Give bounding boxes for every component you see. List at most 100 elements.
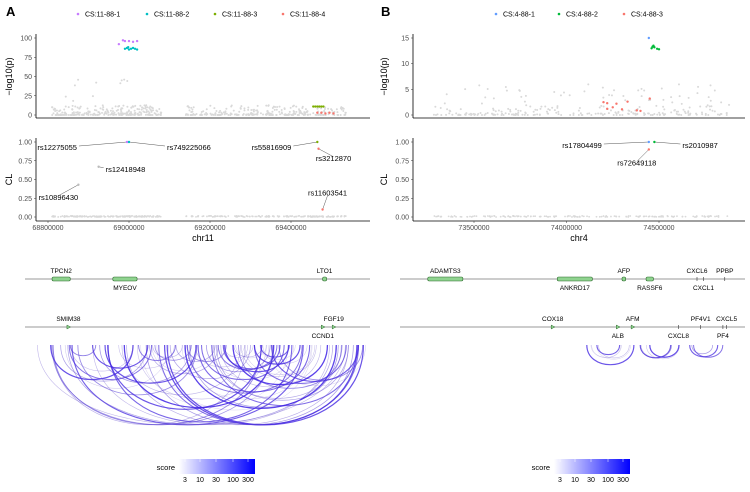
snp-point [525,216,528,218]
snp-point [586,215,588,218]
snp-point [512,113,515,116]
snp-point [326,215,329,218]
snp-point [125,140,129,144]
snp-point [642,215,645,218]
y-tick-label: 0 [405,113,409,120]
y-tick-label: 75 [24,55,32,62]
snp-point [291,105,294,108]
snp-point [662,216,664,218]
snp-point [648,215,651,218]
credible-set-point [117,42,121,46]
snp-point [148,112,151,115]
snp-point [278,105,281,108]
snp-point [627,112,630,115]
snp-point [637,89,640,92]
snp-point [52,112,55,115]
snp-point [666,215,669,217]
snp-point [259,112,262,115]
snp-point [560,113,563,116]
snp-point [68,215,70,218]
snp-point [67,113,70,116]
snp-point [220,111,223,114]
snp-point [256,104,259,107]
credible-set-point [135,48,139,51]
interaction-arc [121,344,241,395]
snp-point [479,112,482,115]
snp-point [121,215,124,217]
snp-point [255,215,258,218]
x-tick-label: 69200000 [194,225,225,232]
snp-point [566,215,569,218]
snp-point [486,112,489,115]
snp-point [301,105,304,108]
snp-point [576,215,578,218]
snp-point [217,113,220,116]
credible-set-point [615,102,618,105]
snp-point [77,78,80,81]
snp-point [97,165,100,168]
snp-point [469,215,471,218]
snp-point [128,215,131,218]
gene-label: MYEOV [113,285,137,292]
snp-point [579,112,582,115]
snp-point [107,113,110,116]
snp-point [684,215,687,218]
snp-point [588,215,591,218]
snp-point [687,96,690,99]
gene-label: AFP [618,268,631,275]
snp-point [588,112,591,115]
snp-point [76,106,79,109]
snp-point [218,215,221,218]
snp-point [608,94,611,97]
snp-point [317,113,320,116]
snp-label: rs749225066 [167,143,211,152]
y-tick-label: 0.25 [395,196,409,203]
snp-point [89,113,92,116]
snp-point [185,113,188,116]
snp-point [568,94,571,97]
snp-point [234,215,236,217]
snp-point [209,104,212,107]
snp-point [553,109,556,112]
snp-point [117,108,120,111]
snp-point [435,215,438,218]
snp-point [280,108,283,111]
snp-point [725,113,728,116]
snp-point [612,113,615,116]
snp-point [258,215,261,218]
snp-point [710,105,713,108]
gene-strand-arrow-icon [630,324,636,330]
gene-body [112,276,138,282]
snp-point [443,102,446,105]
snp-point [230,104,233,107]
snp-point [580,113,583,116]
snp-point [58,113,61,116]
snp-point [310,215,313,218]
snp-point [538,113,541,116]
snp-point [539,215,542,218]
snp-point [534,108,537,111]
interaction-arc [69,344,97,357]
snp-point [147,110,150,113]
snp-point [75,111,78,114]
snp-point [696,92,699,95]
snp-point [595,215,598,218]
snp-label: rs11603541 [308,189,347,198]
credible-set-point [126,46,130,49]
snp-point [149,108,152,111]
snp-point [514,108,517,111]
snp-point [136,108,139,111]
snp-point [126,79,129,82]
gene-label: ADAMTS3 [430,268,461,275]
snp-point [144,113,147,116]
snp-point [523,100,526,103]
snp-point [489,216,492,218]
snp-point [484,96,487,99]
gene-label: PPBP [716,268,733,275]
snp-point [638,105,641,108]
interaction-arc [586,344,635,366]
snp-point [610,215,612,218]
snp-point [602,96,605,99]
x-tick-label: 69000000 [113,225,144,232]
snp-point [132,105,135,108]
